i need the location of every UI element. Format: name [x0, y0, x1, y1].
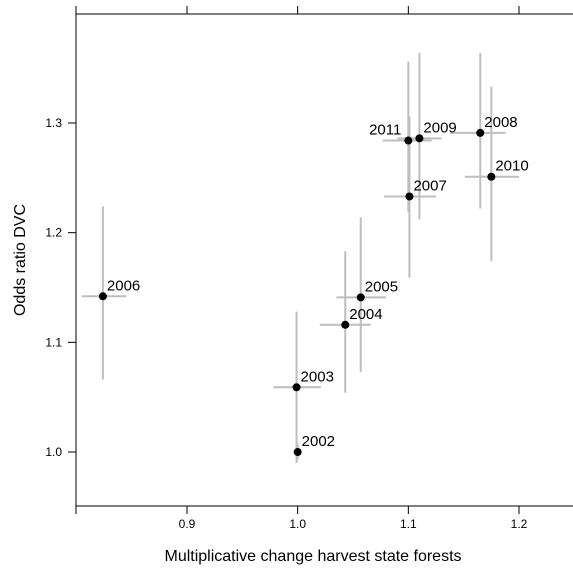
data-point: [405, 192, 414, 201]
point-label: 2006: [107, 277, 140, 294]
data-point: [292, 383, 301, 392]
point-label: 2004: [349, 306, 382, 323]
data-points: [98, 128, 496, 456]
point-label: 2009: [423, 119, 456, 136]
point-labels: 2002 2003 2004 2005 2006 2007 2008 2009 2010 2011: [107, 114, 529, 450]
x-axis-ticks: 0.9 1.0 1.1 1.2: [75, 6, 528, 531]
x-tick-label: 1.2: [511, 517, 528, 531]
y-axis-title: Odds ratio DVC: [12, 204, 29, 316]
point-label: 2011: [369, 122, 401, 139]
data-point: [415, 134, 424, 143]
x-tick-label: 1.0: [289, 517, 306, 531]
x-tick-label: 1.1: [400, 517, 417, 531]
data-point: [487, 172, 496, 181]
data-point: [404, 136, 413, 145]
y-tick-label: 1.0: [45, 445, 62, 459]
data-point: [98, 292, 107, 301]
point-label: 2008: [484, 114, 517, 131]
plot-frame: [75, 13, 573, 507]
error-bars: [81, 52, 519, 463]
data-point: [356, 293, 365, 302]
point-label: 2002: [302, 433, 335, 450]
x-tick-label: 0.9: [179, 517, 196, 531]
y-axis-ticks: 1.0 1.1 1.2 1.3: [45, 116, 76, 459]
point-label: 2005: [365, 278, 398, 295]
y-tick-label: 1.1: [45, 335, 62, 349]
data-point: [476, 128, 485, 137]
point-label: 2010: [495, 158, 528, 175]
y-tick-label: 1.3: [45, 116, 62, 130]
y-tick-label: 1.2: [45, 226, 62, 240]
point-label: 2007: [413, 177, 446, 194]
x-axis-title: Multiplicative change harvest state fore…: [164, 548, 461, 565]
data-point: [293, 448, 302, 456]
point-label: 2003: [301, 368, 334, 385]
data-point: [341, 320, 350, 329]
